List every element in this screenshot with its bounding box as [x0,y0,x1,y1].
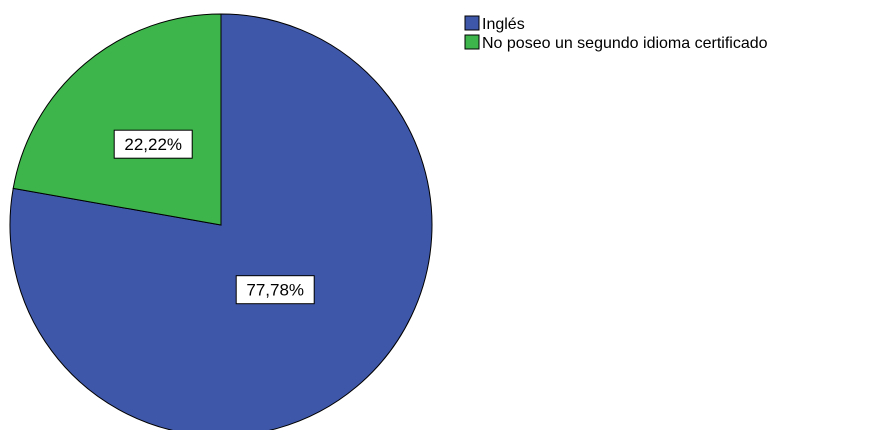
slice-label-text-2: 22,22% [124,135,182,154]
slice-label-box-2 [113,129,193,159]
legend-swatch-1 [464,15,480,31]
legend-label-1: Inglés [482,16,525,33]
slice-label-1: 77,78% [235,275,315,305]
slice-label-box-1 [235,275,315,305]
slice-label-2: 22,22% [113,129,193,159]
legend-swatch-2 [464,34,480,50]
slice-label-text-1: 77,78% [246,281,304,300]
pie-slice-1 [9,13,433,430]
legend-label-2: No poseo un segundo idioma certificado [482,35,768,52]
slice-labels: 77,78% 22,22% [113,129,315,305]
legend: Inglés No poseo un segundo idioma certifi… [464,15,768,52]
pie-slice-2 [12,13,222,226]
pie-slices [9,13,433,430]
